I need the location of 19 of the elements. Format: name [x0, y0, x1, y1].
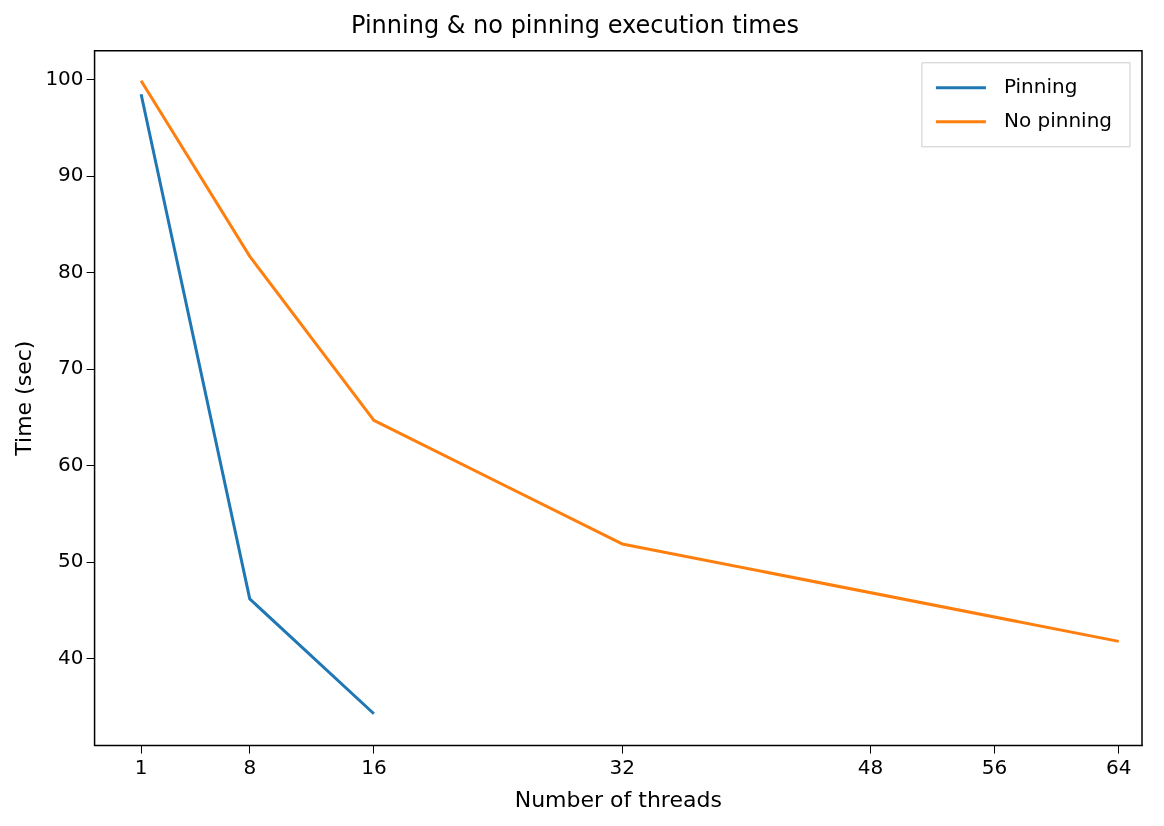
chart-title: Pinning & no pinning execution times [350, 10, 800, 39]
y-tick-label: 90 [58, 162, 84, 187]
y-tick-label: 40 [58, 644, 84, 669]
x-tick-label: 32 [609, 754, 635, 779]
x-tick-label: 48 [857, 754, 884, 779]
x-tick-label: 1 [134, 754, 148, 779]
x-tick-label: 64 [1106, 754, 1132, 779]
y-tick-label: 100 [45, 65, 84, 90]
x-axis-title: Number of threads [514, 786, 722, 812]
legend-label: No pinning [1003, 108, 1113, 132]
y-tick-label: 60 [58, 451, 84, 476]
legend-label: Pinning [1003, 74, 1078, 98]
y-tick-label: 50 [58, 548, 84, 573]
x-tick-label: 56 [981, 754, 1008, 779]
x-tick-label: 16 [361, 754, 387, 779]
y-axis-title: Time (sec) [10, 340, 36, 457]
x-tick-label: 8 [243, 754, 257, 779]
y-tick-label: 80 [58, 258, 84, 283]
y-tick-label: 70 [58, 355, 84, 380]
